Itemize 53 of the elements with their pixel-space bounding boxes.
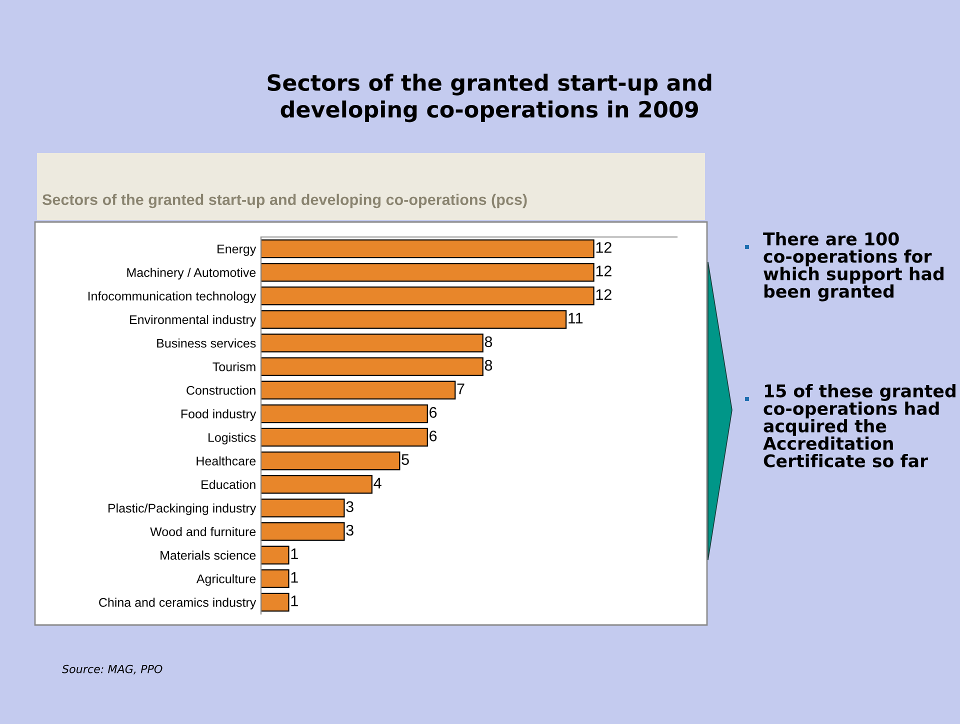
bar <box>261 428 428 447</box>
bar <box>261 592 290 612</box>
bar <box>261 498 345 518</box>
bar <box>261 357 484 376</box>
data-label: 1 <box>291 548 298 560</box>
y-tick-label: Machinery / Automotive <box>127 268 256 280</box>
data-label: 12 <box>596 289 612 300</box>
text: 15 of these granted co-operations had acquired the Accreditation Certificate so far <box>763 384 956 468</box>
source-note: Source: MAG, PPO <box>62 664 162 674</box>
bar <box>261 404 428 424</box>
y-tick-label: China and ceramics industry <box>99 598 256 610</box>
y-tick-label: Agriculture <box>196 574 256 586</box>
y-tick-label: Construction <box>186 386 256 395</box>
y-tick-label: Environmental industry <box>130 314 256 327</box>
data-label: 6 <box>430 407 437 418</box>
y-tick-label: Education <box>202 480 256 490</box>
bar <box>261 310 567 329</box>
y-tick-label: Energy <box>218 244 256 256</box>
y-tick-label: Food industry <box>181 409 256 421</box>
y-tick-label: Materials science <box>160 550 256 560</box>
y-tick-label: Plastic/Packinging industry <box>108 503 256 516</box>
bar <box>261 334 484 352</box>
y-tick-label: Tourism <box>212 362 256 372</box>
bar <box>261 569 290 588</box>
data-label: 12 <box>596 266 612 276</box>
data-label: 1 <box>291 596 298 606</box>
bar <box>261 546 290 564</box>
data-label: 8 <box>484 336 492 348</box>
bar <box>261 239 594 258</box>
data-label: 4 <box>374 478 382 488</box>
y-tick-label: Wood and furniture <box>150 527 256 536</box>
chart-title: Sectors of the granted start-up and developing co-operations in 2009 <box>268 74 712 122</box>
bar <box>261 262 594 282</box>
text: There are 100 co-operations for which support had been granted <box>763 232 944 302</box>
bar <box>261 286 594 306</box>
y-tick-label: Logistics <box>208 432 256 444</box>
bar <box>261 380 456 400</box>
bar <box>261 451 400 470</box>
y-tick-label: Infocommunication technology <box>88 291 256 304</box>
data-label: 3 <box>346 501 354 512</box>
y-tick-label: Healthcare <box>196 456 256 466</box>
y-tick-label: Business services <box>157 338 256 348</box>
data-label: 7 <box>457 384 464 394</box>
data-label: 3 <box>346 524 354 536</box>
chart-subtitle: Sectors of the granted start-up and developing co-operations (pcs) <box>42 194 527 208</box>
data-label: 12 <box>596 242 612 253</box>
data-label: 8 <box>484 360 492 371</box>
data-label: 11 <box>568 312 583 324</box>
data-label: 5 <box>402 454 409 465</box>
data-label: 6 <box>430 430 437 442</box>
data-label: 1 <box>291 572 298 583</box>
bar <box>261 522 345 541</box>
bar <box>261 475 372 494</box>
